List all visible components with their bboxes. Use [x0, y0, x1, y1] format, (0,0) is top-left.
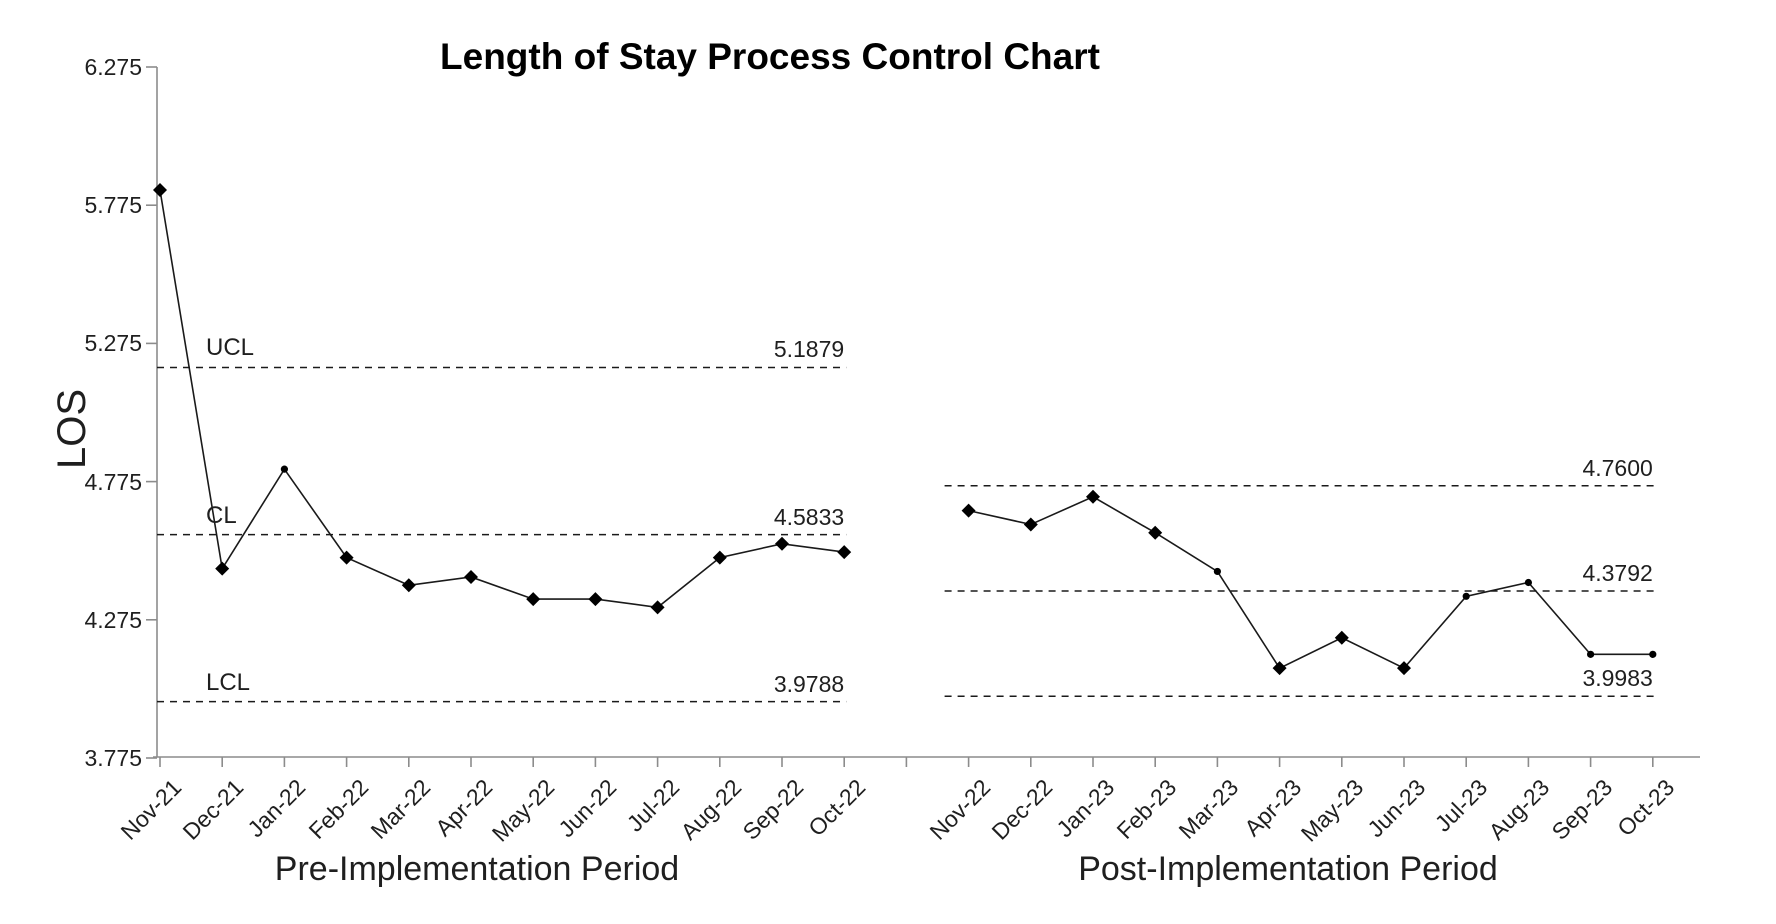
- y-tick-label: 6.275: [84, 54, 142, 80]
- y-tick-label: 3.775: [84, 745, 142, 771]
- y-tick-label: 5.775: [84, 192, 142, 219]
- data-point-marker: [1334, 630, 1349, 645]
- data-point-marker: [1524, 578, 1532, 587]
- control-limit-value-label: 4.5833: [773, 503, 845, 530]
- data-point-marker: [215, 561, 230, 576]
- chart-title: Length of Stay Process Control Chart: [440, 36, 1100, 77]
- data-point-marker: [1148, 525, 1163, 540]
- data-point-marker: [153, 182, 167, 197]
- data-point-marker: [1023, 517, 1038, 532]
- data-point-marker: [1272, 661, 1287, 676]
- control-limit-name-label: CL: [206, 501, 237, 529]
- control-limit-name-label: UCL: [206, 334, 255, 362]
- data-point-marker: [588, 592, 603, 607]
- control-limit-value-label: 3.9788: [773, 670, 845, 697]
- y-axis-title: LOS: [50, 388, 94, 470]
- post-period-label: Post-Implementation Period: [1078, 850, 1498, 888]
- data-point-marker: [526, 592, 541, 607]
- data-point-marker: [650, 600, 665, 615]
- control-limit-value-label: 5.1879: [773, 336, 845, 363]
- data-point-marker: [1397, 661, 1411, 676]
- data-point-marker: [339, 550, 354, 565]
- y-tick-label: 5.275: [84, 330, 142, 357]
- control-limit-name-label: LCL: [206, 668, 251, 696]
- control-limit-value-label: 4.3792: [1582, 559, 1653, 586]
- y-tick-label: 4.275: [84, 606, 142, 633]
- data-point-marker: [961, 503, 976, 518]
- data-point-marker: [837, 545, 852, 560]
- data-point-marker: [1213, 567, 1221, 576]
- data-point-marker: [280, 465, 288, 473]
- pre-period-label: Pre-Implementation Period: [274, 850, 680, 888]
- control-limit-value-label: 3.9983: [1582, 665, 1653, 692]
- data-point-marker: [464, 569, 478, 584]
- data-point-marker: [712, 550, 727, 565]
- data-point-marker: [1462, 592, 1470, 600]
- data-point-marker: [1086, 489, 1100, 504]
- control-limit-value-label: 4.7600: [1582, 454, 1653, 481]
- series-line: [159, 189, 845, 609]
- data-point-marker: [401, 578, 416, 593]
- data-point-marker: [775, 536, 789, 551]
- data-point-marker: [1587, 650, 1595, 658]
- y-tick-label: 4.775: [84, 468, 142, 495]
- data-point-marker: [1649, 650, 1657, 658]
- series-line: [968, 495, 1653, 670]
